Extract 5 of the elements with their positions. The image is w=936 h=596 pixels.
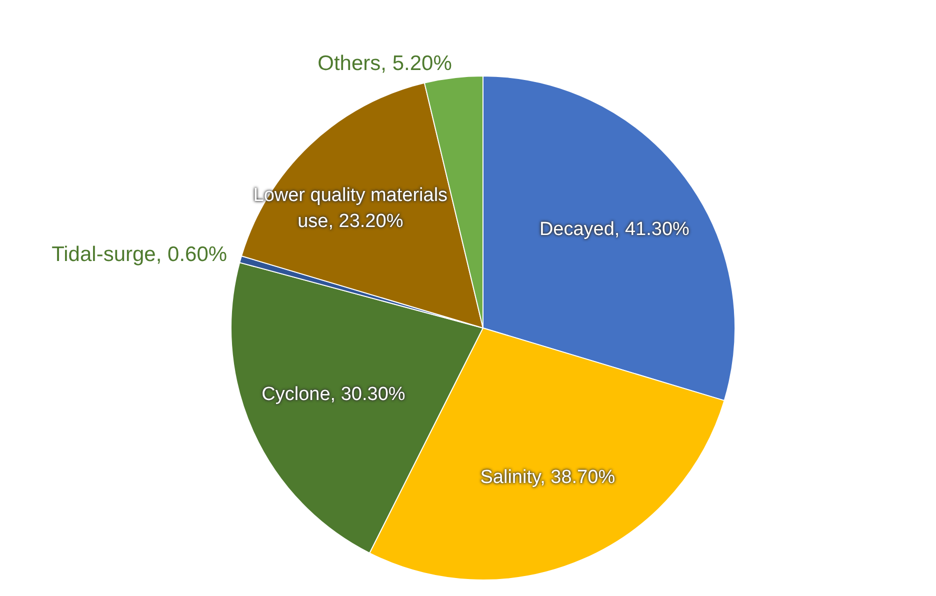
- slice-label: Others, 5.20%: [318, 50, 452, 77]
- slice-label: Cyclone, 30.30%: [262, 382, 406, 407]
- slice-label: Decayed, 41.30%: [539, 218, 690, 242]
- slice-label: Tidal-surge, 0.60%: [52, 242, 228, 268]
- slice-label: Salinity, 38.70%: [480, 466, 616, 490]
